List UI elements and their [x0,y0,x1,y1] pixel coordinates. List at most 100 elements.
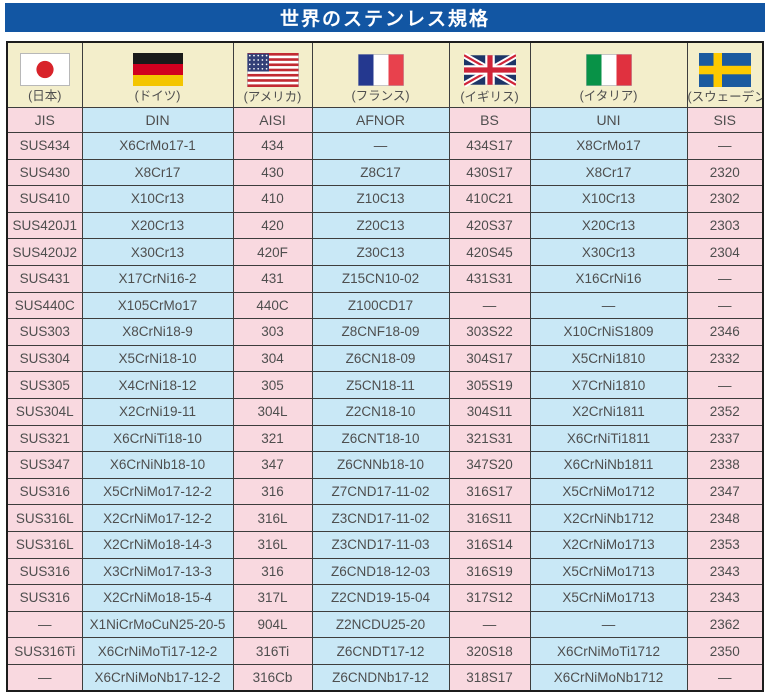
grade-cell: SUS304 [6,344,83,373]
grade-cell: X5CrNi18-10 [81,344,234,373]
grade-cell: X105CrMo17 [81,291,234,320]
grade-cell: Z15CN10-02 [311,264,450,293]
grade-cell: SUS431 [6,264,83,293]
grade-cell: 316L [232,530,313,559]
grade-cell: 2352 [686,397,764,426]
grade-cell: X5CrNiMo1713 [529,557,688,586]
grade-cell: ― [448,291,531,320]
grade-cell: 434S17 [448,132,531,160]
japan-flag-icon [8,53,81,86]
grade-cell: Z3CND17-11-02 [311,504,450,532]
country-label: (イタリア) [579,88,638,103]
grade-cell: X2CrNiMo1713 [529,530,688,559]
page: 世界のステンレス規格 (日本) (ドイツ) (アメリカ) (フランス) (イギリス) (イ… [0,3,770,698]
grade-cell: 2346 [686,318,764,346]
grade-cell: Z6CN18-09 [311,344,450,373]
grade-cell: 431 [232,264,313,293]
grade-cell: 316S11 [448,504,531,532]
grade-cell: 2338 [686,451,764,479]
standard-header-cell: BS [448,107,531,133]
grade-cell: 440C [232,291,313,320]
table-row: SUS304 X5CrNi18-10 304 Z6CN18-09 304S17 X5CrN… [6,344,764,373]
grade-cell: X8CrNi18-9 [81,318,234,346]
italy-flag-icon [531,53,686,86]
grade-cell: SUS316L [6,504,83,532]
grade-cell: 317L [232,584,313,612]
grade-cell: X5CrNi1810 [529,344,688,373]
grade-cell: Z7CND17-11-02 [311,477,450,506]
grade-cell: Z5CN18-11 [311,371,450,399]
grade-cell: 316 [232,477,313,506]
grade-cell: 2320 [686,158,764,187]
grade-cell: Z2CND19-15-04 [311,584,450,612]
grade-cell: 347 [232,451,313,479]
table-row: ― X1NiCrMoCuN25-20-5 904L Z2NCDU25-20 ― ― 2362 [6,610,764,639]
grade-cell: X2CrNiMo18-14-3 [81,530,234,559]
table-row: SUS434 X6CrMo17-1 434 ― 434S17 X8CrMo17 ― [6,132,764,160]
table-row: SUS305 X4CrNi18-12 305 Z5CN18-11 305S19 X7CrN… [6,371,764,399]
grade-cell: X10CrNiS1809 [529,318,688,346]
grade-cell: 305S19 [448,371,531,399]
grade-cell: X2CrNiMo18-15-4 [81,584,234,612]
grade-cell: ― [529,610,688,639]
grade-cell: SUS316Ti [6,637,83,665]
standard-header-cell: AFNOR [311,107,450,133]
grade-cell: 434 [232,132,313,160]
grade-cell: X6CrNiMoNb1712 [529,663,688,692]
grade-cell: ― [686,291,764,320]
table-row: SUS430 X8Cr17 430 Z8C17 430S17 X8Cr17 2320 [6,158,764,187]
grade-cell: SUS316 [6,477,83,506]
table-row: SUS420J2 X30Cr13 420F Z30C13 420S45 X30Cr13 23… [6,238,764,266]
grade-cell: 304L [232,397,313,426]
grade-cell: X6CrNiMoNb17-12-2 [81,663,234,692]
grade-cell: 304S11 [448,397,531,426]
grade-cell: 2343 [686,584,764,612]
grade-cell: 2337 [686,424,764,453]
grade-cell: 321 [232,424,313,453]
grade-cell: ― [686,663,764,692]
standard-header-cell: DIN [81,107,234,133]
standard-header-cell: SIS [686,107,764,133]
grade-cell: 303 [232,318,313,346]
grade-cell: 320S18 [448,637,531,665]
country-header-row: (日本) (ドイツ) (アメリカ) (フランス) (イギリス) (イタリア) (スウェーデン… [6,41,764,108]
grade-cell: 318S17 [448,663,531,692]
country-header: (アメリカ) [232,41,313,108]
france-flag-icon [313,53,448,86]
grade-cell: 316L [232,504,313,532]
grade-cell: Z6CNDNb17-12 [311,663,450,692]
grade-cell: 2348 [686,504,764,532]
grade-cell: Z100CD17 [311,291,450,320]
country-header: (日本) [6,41,83,108]
grade-cell: X2CrNiNb1712 [529,504,688,532]
grade-cell: ― [686,264,764,293]
table-row: SUS347 X6CrNiNb18-10 347 Z6CNNb18-10 347S20 X… [6,451,764,479]
grade-cell: Z3CND17-11-03 [311,530,450,559]
grade-cell: X20Cr13 [529,211,688,240]
grade-cell: 430 [232,158,313,187]
country-label: (アメリカ) [243,89,302,104]
grade-cell: ― [6,663,83,692]
grade-cell: Z6CNT18-10 [311,424,450,453]
grade-cell: 316S17 [448,477,531,506]
grade-cell: X8Cr17 [529,158,688,187]
grade-cell: X20Cr13 [81,211,234,240]
grade-cell: X5CrNiMo17-12-2 [81,477,234,506]
grade-cell: X2CrNi1811 [529,397,688,426]
standard-header-cell: AISI [232,107,313,133]
grade-cell: Z10C13 [311,185,450,213]
country-label: (フランス) [351,88,410,103]
country-label: (イギリス) [460,89,519,104]
grade-cell: X6CrNiMoTi17-12-2 [81,637,234,665]
grade-cell: 420S45 [448,238,531,266]
grade-cell: X2CrNi19-11 [81,397,234,426]
grade-cell: 410 [232,185,313,213]
grade-cell: SUS316L [6,530,83,559]
standard-header-cell: JIS [6,107,83,133]
grade-cell: SUS430 [6,158,83,187]
grade-cell: 420 [232,211,313,240]
grade-cell: 420F [232,238,313,266]
grade-cell: X1NiCrMoCuN25-20-5 [81,610,234,639]
grade-cell: 316 [232,557,313,586]
grade-cell: 304 [232,344,313,373]
